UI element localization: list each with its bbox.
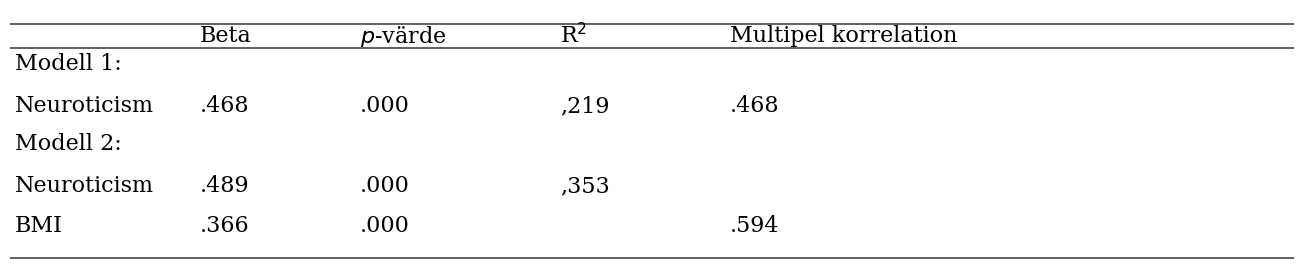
Text: .468: .468 — [200, 95, 249, 117]
Text: BMI: BMI — [16, 215, 63, 237]
Text: .468: .468 — [730, 95, 780, 117]
Text: Neuroticism: Neuroticism — [16, 175, 154, 197]
Text: $p$-värde: $p$-värde — [360, 23, 446, 48]
Text: Neuroticism: Neuroticism — [16, 95, 154, 117]
Text: .000: .000 — [360, 175, 409, 197]
Text: ,219: ,219 — [559, 95, 609, 117]
Text: .000: .000 — [360, 95, 409, 117]
Text: .489: .489 — [200, 175, 249, 197]
Text: R$^2$: R$^2$ — [559, 23, 587, 49]
Text: Multipel korrelation: Multipel korrelation — [730, 25, 957, 47]
Text: Modell 1:: Modell 1: — [16, 53, 121, 75]
Text: Beta: Beta — [200, 25, 252, 47]
Text: ,353: ,353 — [559, 175, 610, 197]
Text: .594: .594 — [730, 215, 780, 237]
Text: Modell 2:: Modell 2: — [16, 133, 121, 155]
Text: .366: .366 — [200, 215, 249, 237]
Text: .000: .000 — [360, 215, 409, 237]
